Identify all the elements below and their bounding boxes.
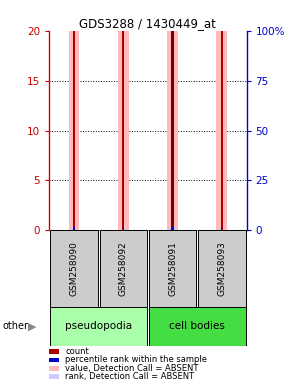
Title: GDS3288 / 1430449_at: GDS3288 / 1430449_at: [79, 17, 216, 30]
Bar: [50, 307, 147, 346]
Text: ▶: ▶: [28, 321, 36, 331]
Text: cell bodies: cell bodies: [169, 321, 225, 331]
Bar: [170, 227, 175, 230]
Bar: [118, 31, 129, 230]
Bar: [216, 31, 227, 230]
Bar: [171, 31, 174, 230]
Text: pseudopodia: pseudopodia: [65, 321, 132, 331]
Bar: [219, 227, 224, 230]
Text: other: other: [3, 321, 29, 331]
Bar: [221, 31, 223, 230]
Bar: [167, 31, 178, 230]
Bar: [172, 227, 173, 230]
Bar: [123, 227, 124, 230]
Text: GSM258093: GSM258093: [217, 242, 226, 296]
Text: GSM258091: GSM258091: [168, 242, 177, 296]
Bar: [68, 31, 79, 230]
Bar: [71, 227, 76, 230]
Text: GSM258090: GSM258090: [69, 242, 79, 296]
Bar: [198, 230, 246, 307]
Bar: [221, 227, 222, 230]
Text: rank, Detection Call = ABSENT: rank, Detection Call = ABSENT: [65, 372, 194, 381]
Bar: [73, 227, 75, 230]
Bar: [99, 230, 147, 307]
Bar: [149, 307, 246, 346]
Text: count: count: [65, 347, 89, 356]
Text: value, Detection Call = ABSENT: value, Detection Call = ABSENT: [65, 364, 199, 373]
Bar: [149, 230, 196, 307]
Text: GSM258092: GSM258092: [119, 242, 128, 296]
Bar: [121, 227, 126, 230]
Text: percentile rank within the sample: percentile rank within the sample: [65, 355, 207, 364]
Bar: [50, 230, 98, 307]
Bar: [122, 31, 124, 230]
Bar: [73, 31, 75, 230]
